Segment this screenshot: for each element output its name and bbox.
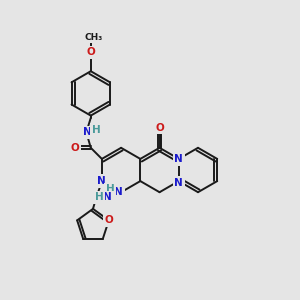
Text: H: H xyxy=(106,184,115,194)
Text: O: O xyxy=(86,47,95,57)
Text: N: N xyxy=(174,178,183,188)
Text: N: N xyxy=(174,154,183,164)
Text: N: N xyxy=(103,192,112,203)
Text: CH₃: CH₃ xyxy=(85,33,103,42)
Text: H: H xyxy=(95,192,104,203)
Text: H: H xyxy=(92,125,100,135)
Text: N: N xyxy=(114,187,123,197)
Text: O: O xyxy=(155,123,164,133)
Text: N: N xyxy=(98,176,106,186)
Text: N: N xyxy=(83,127,92,137)
Text: O: O xyxy=(104,215,113,225)
Text: O: O xyxy=(71,143,80,153)
